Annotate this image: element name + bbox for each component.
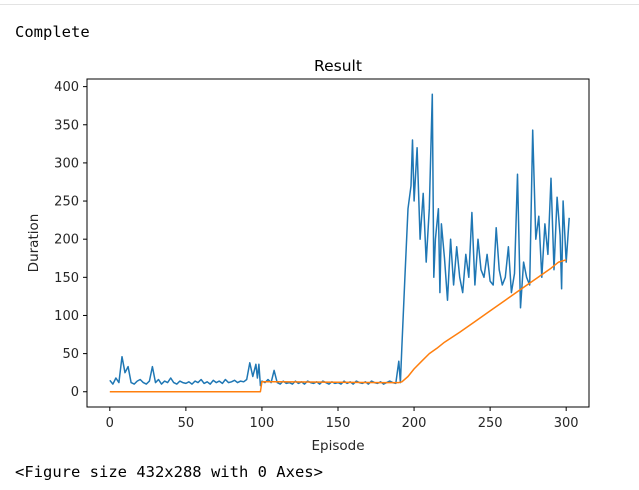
series-lines [109, 93, 570, 393]
y-tick-label: 300 [54, 156, 79, 171]
y-tick-label: 50 [62, 347, 79, 362]
y-tick-label: 200 [54, 233, 79, 248]
x-tick-label: 50 [178, 416, 195, 431]
x-axis-label: Episode [311, 438, 364, 454]
y-tick-label: 100 [54, 309, 79, 324]
chart-title: Result [314, 57, 362, 75]
y-axis-label: Duration [26, 214, 42, 273]
y-tick-label: 350 [54, 118, 79, 133]
x-tick-label: 300 [554, 416, 579, 431]
y-tick-label: 400 [54, 80, 79, 95]
x-tick-label: 150 [326, 416, 351, 431]
y-tick-label: 250 [54, 195, 79, 210]
x-tick-label: 100 [250, 416, 275, 431]
figure-size-output: <Figure size 432x288 with 0 Axes> [15, 463, 323, 481]
x-axis-ticks: 0 50 100 150 200 250 300 [106, 407, 579, 431]
y-tick-label: 150 [54, 271, 79, 286]
y-axis-ticks: 0 50 100 150 200 250 300 350 400 [54, 80, 87, 400]
x-tick-label: 200 [402, 416, 427, 431]
result-chart: 0 50 100 150 200 250 300 0 50 100 150 200 250 300 350… [26, 57, 590, 454]
average-series-line [109, 259, 567, 393]
x-tick-label: 0 [106, 416, 114, 431]
duration-series-line [109, 93, 570, 387]
y-tick-label: 0 [71, 385, 79, 400]
plot-frame [86, 78, 590, 408]
x-tick-label: 250 [478, 416, 503, 431]
cell-separator [0, 4, 639, 5]
status-output: Complete [15, 23, 90, 41]
